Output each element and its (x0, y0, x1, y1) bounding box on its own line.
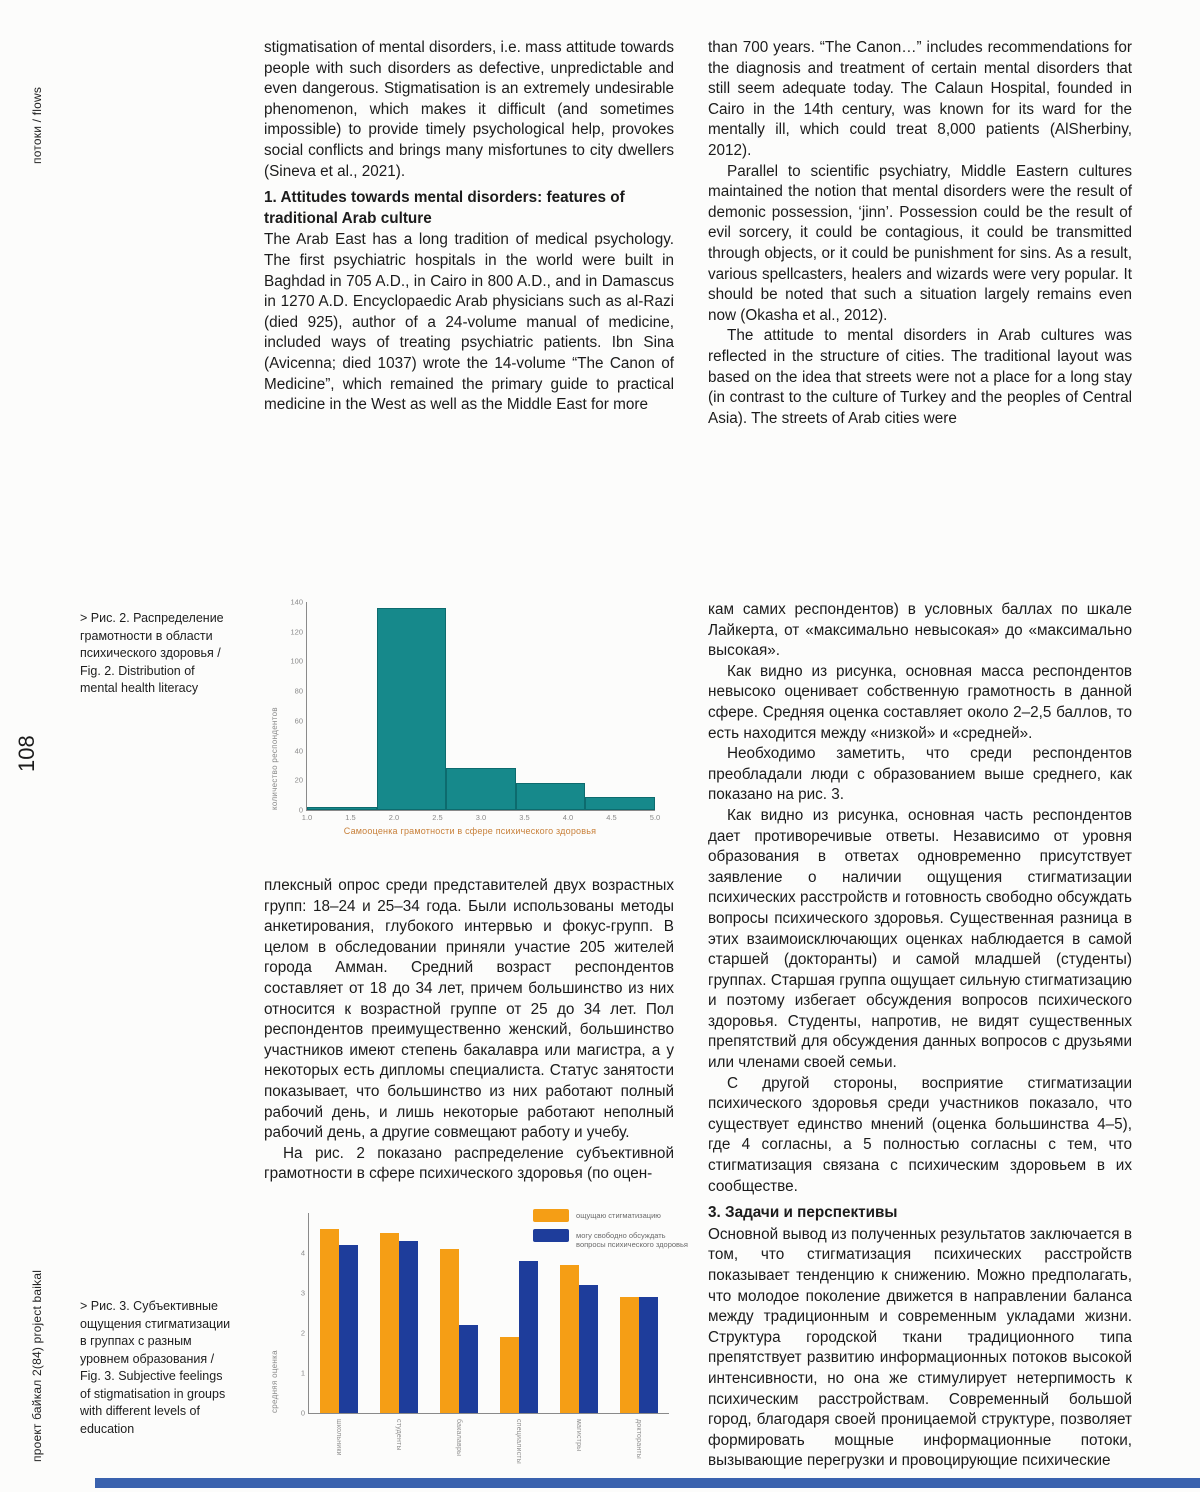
y-tick-label: 2 (300, 1328, 305, 1338)
histogram-bar (515, 783, 586, 810)
paragraph: Необходимо заметить, что среди респонден… (708, 745, 1132, 804)
left-column-top: stigmatisation of mental disorders, i.e.… (264, 38, 674, 416)
chart-legend: ощущаю стигматизацию могу свободно обсужд… (533, 1209, 688, 1256)
y-tick-label: 60 (294, 716, 303, 726)
paragraph: плексный опрос среди представителей двух… (264, 877, 674, 1142)
figure2-caption: > Рис. 2. Распределение грамотности в об… (80, 611, 224, 695)
legend-label: могу свободно обсуждать вопросы психичес… (576, 1231, 688, 1249)
paragraph: The attitude to mental disorders in Arab… (708, 327, 1132, 427)
paragraph: На рис. 2 показано распределение субъект… (264, 1144, 674, 1183)
y-tick-label: 40 (294, 746, 303, 756)
group-bar-orange (560, 1265, 579, 1413)
x-tick-label: 2.0 (388, 813, 400, 822)
y-axis-label: количество респондентов (270, 707, 279, 810)
histogram-bar (307, 807, 377, 810)
group-bar-blue (639, 1297, 658, 1413)
x-tick-label: 4.5 (606, 813, 617, 822)
section-heading-1: 1. Attitudes towards mental disorders: f… (264, 189, 625, 227)
legend-item: могу свободно обсуждать вопросы психичес… (533, 1229, 688, 1249)
x-category-label: студенты (395, 1419, 402, 1451)
x-category-label: магистры (575, 1419, 582, 1452)
figure2-histogram: количество респондентов 0 20 40 60 80 100 120 14… (268, 592, 672, 860)
x-category-label: бакалавры (455, 1419, 462, 1457)
page-number: 108 (14, 735, 39, 772)
legend-swatch-blue (533, 1229, 570, 1242)
x-tick-label: 5.0 (649, 813, 661, 822)
y-tick-label: 120 (290, 627, 303, 637)
plot-area: 0 20 40 60 80 100 120 140 1.0 1.5 2.0 2.5 3.0 3.5 4.0 4… (290, 598, 660, 823)
figure3-grouped-bar-chart: средняя оценка 0 1 2 3 4 школьники студенты бака… (264, 1205, 690, 1467)
legend-swatch-orange (533, 1209, 570, 1222)
paragraph: Parallel to scientific psychiatry, Middl… (708, 162, 1132, 324)
plot-area: 0 1 2 3 4 школьники студенты бакалавры специалис… (301, 1213, 669, 1464)
x-category-label: докторанты (635, 1419, 642, 1460)
legend-label: ощущаю стигматизацию (576, 1211, 661, 1220)
paragraph: Как видно из рисунка, основная часть рес… (708, 806, 1132, 1072)
x-category-label: специалисты (515, 1419, 522, 1464)
journal-section-label: потоки / flows (30, 86, 44, 164)
group-bar-blue (339, 1245, 358, 1413)
y-tick-label: 140 (290, 597, 303, 607)
x-tick-label: 1.0 (301, 813, 313, 822)
paragraph: С другой стороны, восприятие стигматизац… (708, 1074, 1132, 1195)
paragraph: The Arab East has a long tradition of me… (264, 231, 674, 414)
paragraph: than 700 years. “The Canon…” includes re… (708, 39, 1132, 159)
group-bar-blue (579, 1285, 598, 1413)
x-tick-label: 3.0 (475, 813, 487, 822)
legend-item: ощущаю стигматизацию (533, 1209, 688, 1222)
x-category-label: школьники (335, 1419, 342, 1456)
paragraph: Основной вывод из полученных результатов… (708, 1225, 1132, 1470)
group-bar-orange (440, 1249, 459, 1413)
y-tick-label: 100 (290, 656, 303, 666)
x-tick-label: 1.5 (345, 813, 356, 822)
x-tick-label: 3.5 (519, 813, 530, 822)
y-tick-label: 80 (294, 686, 303, 696)
x-tick-label: 2.5 (432, 813, 443, 822)
left-column-middle: плексный опрос среди представителей двух… (264, 876, 674, 1185)
y-tick-label: 20 (294, 775, 303, 785)
paragraph: кам самих респондентов) в условных балла… (708, 601, 1132, 660)
group-bar-orange (320, 1229, 339, 1413)
y-tick-label: 4 (300, 1248, 305, 1258)
journal-issue-label: проект байкал 2(84) project baikal (30, 1269, 44, 1462)
group-bar-blue (459, 1325, 478, 1413)
right-column-top: than 700 years. “The Canon…” includes re… (708, 38, 1132, 429)
footer-accent-bar (95, 1478, 1200, 1488)
y-tick-label: 0 (298, 805, 303, 815)
y-tick-label: 0 (300, 1408, 305, 1418)
paragraph: stigmatisation of mental disorders, i.e.… (264, 39, 674, 180)
histogram-bar (446, 768, 516, 810)
x-tick-label: 4.0 (562, 813, 574, 822)
section-heading-3: 3. Задачи и перспективы (708, 1204, 898, 1222)
group-bar-blue (519, 1261, 538, 1413)
y-axis-label: средняя оценка (270, 1350, 279, 1413)
y-tick-label: 1 (300, 1368, 305, 1378)
x-axis-label: Самооценка грамотности в сфере психическ… (343, 826, 597, 836)
group-bar-orange (620, 1297, 639, 1413)
group-bar-blue (399, 1241, 418, 1413)
figure3-caption: > Рис. 3. Субъективные ощущения стигмати… (80, 1299, 231, 1436)
histogram-bar (376, 607, 447, 810)
histogram-bar (585, 796, 655, 810)
right-column-bottom: кам самих респондентов) в условных балла… (708, 600, 1132, 1472)
paragraph: Как видно из рисунка, основная масса рес… (708, 662, 1132, 742)
group-bar-orange (380, 1233, 399, 1413)
group-bar-orange (500, 1337, 519, 1413)
y-tick-label: 3 (300, 1288, 305, 1298)
